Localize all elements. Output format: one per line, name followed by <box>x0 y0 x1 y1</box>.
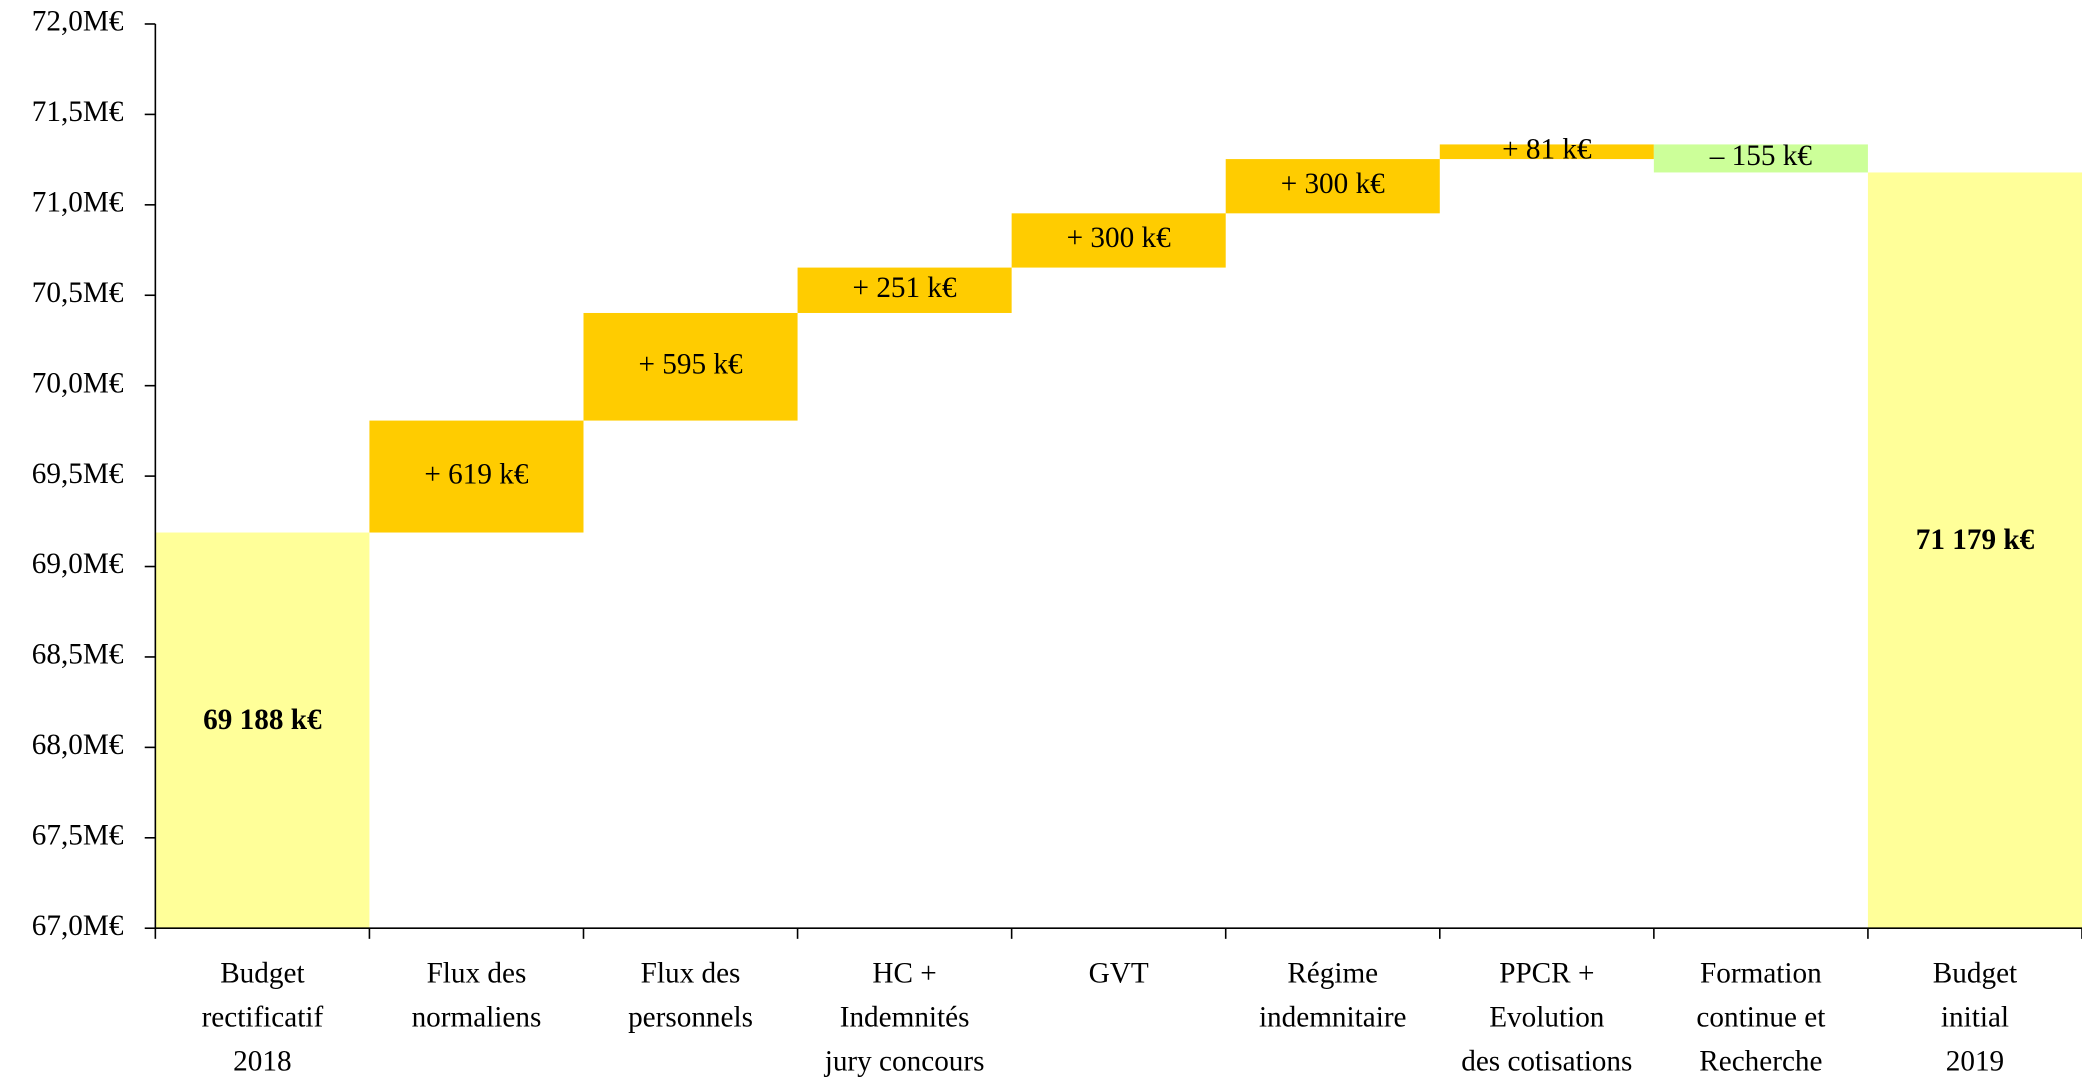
y-tick-label: 70,0M€ <box>32 367 124 399</box>
x-tick-label: 2019 <box>1946 1045 2004 1077</box>
x-tick-label: Budget <box>1933 958 2017 990</box>
data-label: 69 188 k€ <box>203 704 322 736</box>
data-label: + 595 k€ <box>638 348 742 380</box>
data-label: 71 179 k€ <box>1916 524 2035 556</box>
y-tick-label: 71,5M€ <box>32 96 124 128</box>
x-tick-label: PPCR + <box>1499 958 1594 990</box>
y-tick-label: 68,5M€ <box>32 639 124 671</box>
y-tick-label: 69,0M€ <box>32 548 124 580</box>
y-tick-label: 71,0M€ <box>32 187 124 219</box>
x-tick-label: jury concours <box>824 1045 985 1077</box>
x-tick-label: normaliens <box>412 1002 542 1034</box>
x-tick-label: Indemnités <box>840 1002 970 1034</box>
data-label: + 300 k€ <box>1067 222 1171 254</box>
bar <box>1439 144 1654 160</box>
x-tick-label: rectificatif <box>202 1002 324 1034</box>
bar <box>1653 144 1868 173</box>
x-tick-label: des cotisations <box>1461 1045 1632 1077</box>
x-tick-label: Régime <box>1287 958 1378 990</box>
x-tick-label: Flux des <box>641 958 741 990</box>
x-tick-label: HC + <box>872 958 936 990</box>
x-tick-label: initial <box>1941 1002 2009 1034</box>
x-tick-label: Budget <box>220 958 304 990</box>
y-tick-label: 68,0M€ <box>32 729 124 761</box>
bar <box>369 420 584 533</box>
bar <box>1867 172 2082 929</box>
x-tick-label: personnels <box>628 1002 753 1034</box>
data-label: + 300 k€ <box>1281 168 1385 200</box>
data-label: + 251 k€ <box>853 272 957 304</box>
bar <box>583 312 798 421</box>
y-tick-label: 67,0M€ <box>32 910 124 942</box>
bar <box>155 532 370 929</box>
data-label: + 81 k€ <box>1502 133 1592 165</box>
y-tick-label: 70,5M€ <box>32 277 124 309</box>
x-tick-label: GVT <box>1089 958 1149 990</box>
data-label: + 619 k€ <box>424 458 528 490</box>
x-tick-label: continue et <box>1696 1002 1825 1034</box>
x-tick-label: Formation <box>1700 958 1822 990</box>
y-tick-label: 69,5M€ <box>32 458 124 490</box>
bar <box>797 267 1012 313</box>
x-tick-label: indemnitaire <box>1259 1002 1407 1034</box>
x-tick-label: Recherche <box>1699 1045 1822 1077</box>
x-tick-label: 2018 <box>233 1045 291 1077</box>
bar <box>1225 159 1440 214</box>
y-tick-label: 67,5M€ <box>32 819 124 851</box>
x-tick-label: Evolution <box>1489 1002 1605 1034</box>
y-tick-label: 72,0M€ <box>32 6 124 38</box>
data-label: – 155 k€ <box>1709 140 1813 172</box>
x-tick-label: Flux des <box>427 958 527 990</box>
bar <box>1011 213 1226 268</box>
